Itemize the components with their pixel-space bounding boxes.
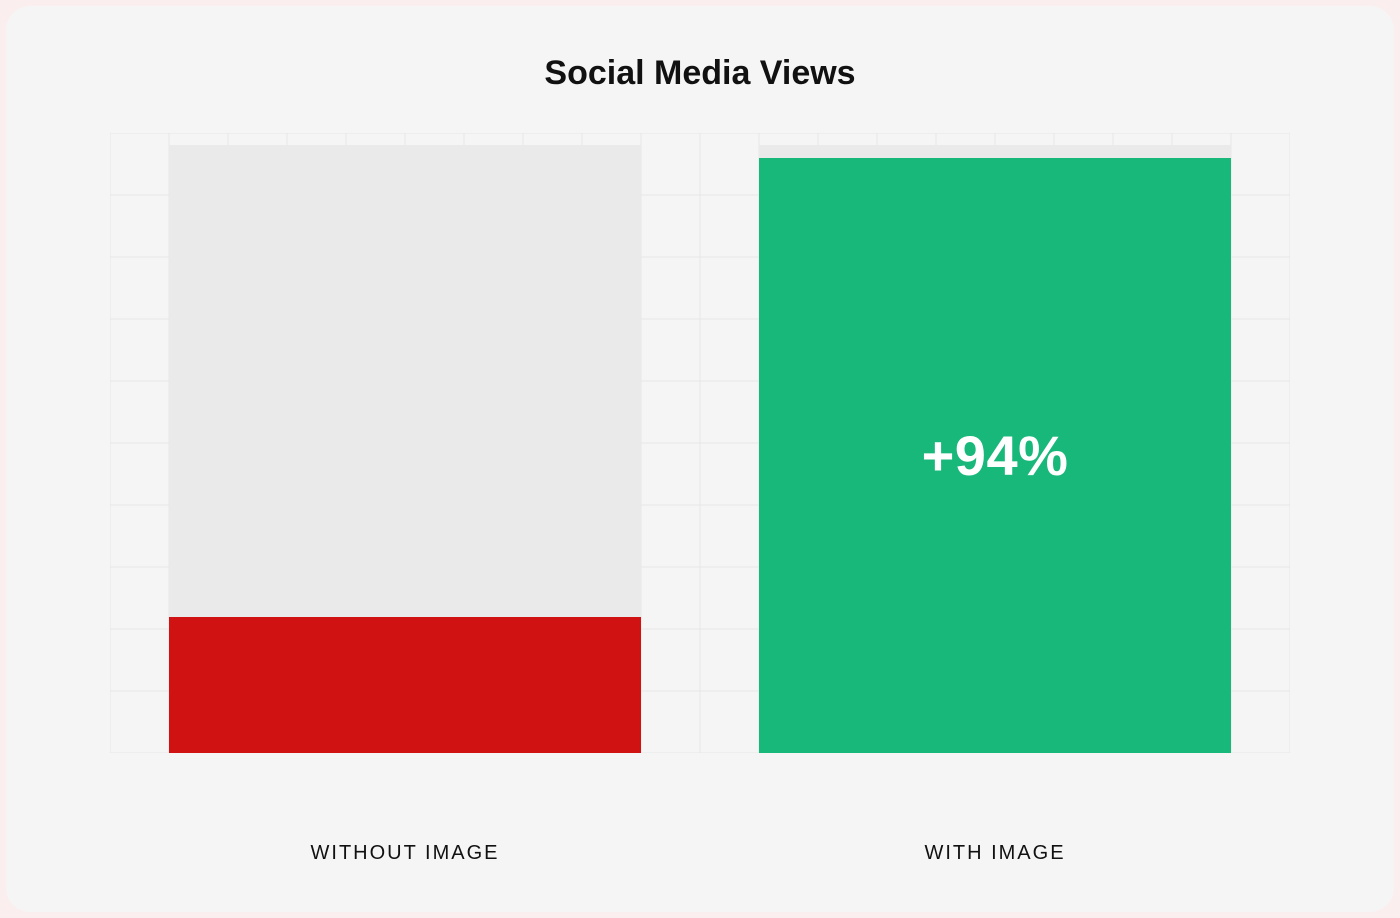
bar-with_image: +94% [759,133,1231,753]
page-background: Social Media Views +94% WITHOUT IMAGEWIT… [0,0,1400,918]
chart-wrap: +94% [66,133,1334,814]
bar-fill-without_image [169,617,641,753]
chart-card: Social Media Views +94% WITHOUT IMAGEWIT… [6,6,1394,912]
bar-fill-with_image: +94% [759,158,1231,753]
bar-chart: +94% [110,133,1290,753]
chart-title: Social Media Views [544,54,855,93]
axis-label-without_image: WITHOUT IMAGE [169,842,641,865]
axis-labels-row: WITHOUT IMAGE WITH IMAGE [110,842,1290,872]
axis-label-with_image: WITH IMAGE [759,842,1231,865]
bar-value-text-with_image: +94% [922,423,1069,488]
bar-without_image [169,133,641,753]
